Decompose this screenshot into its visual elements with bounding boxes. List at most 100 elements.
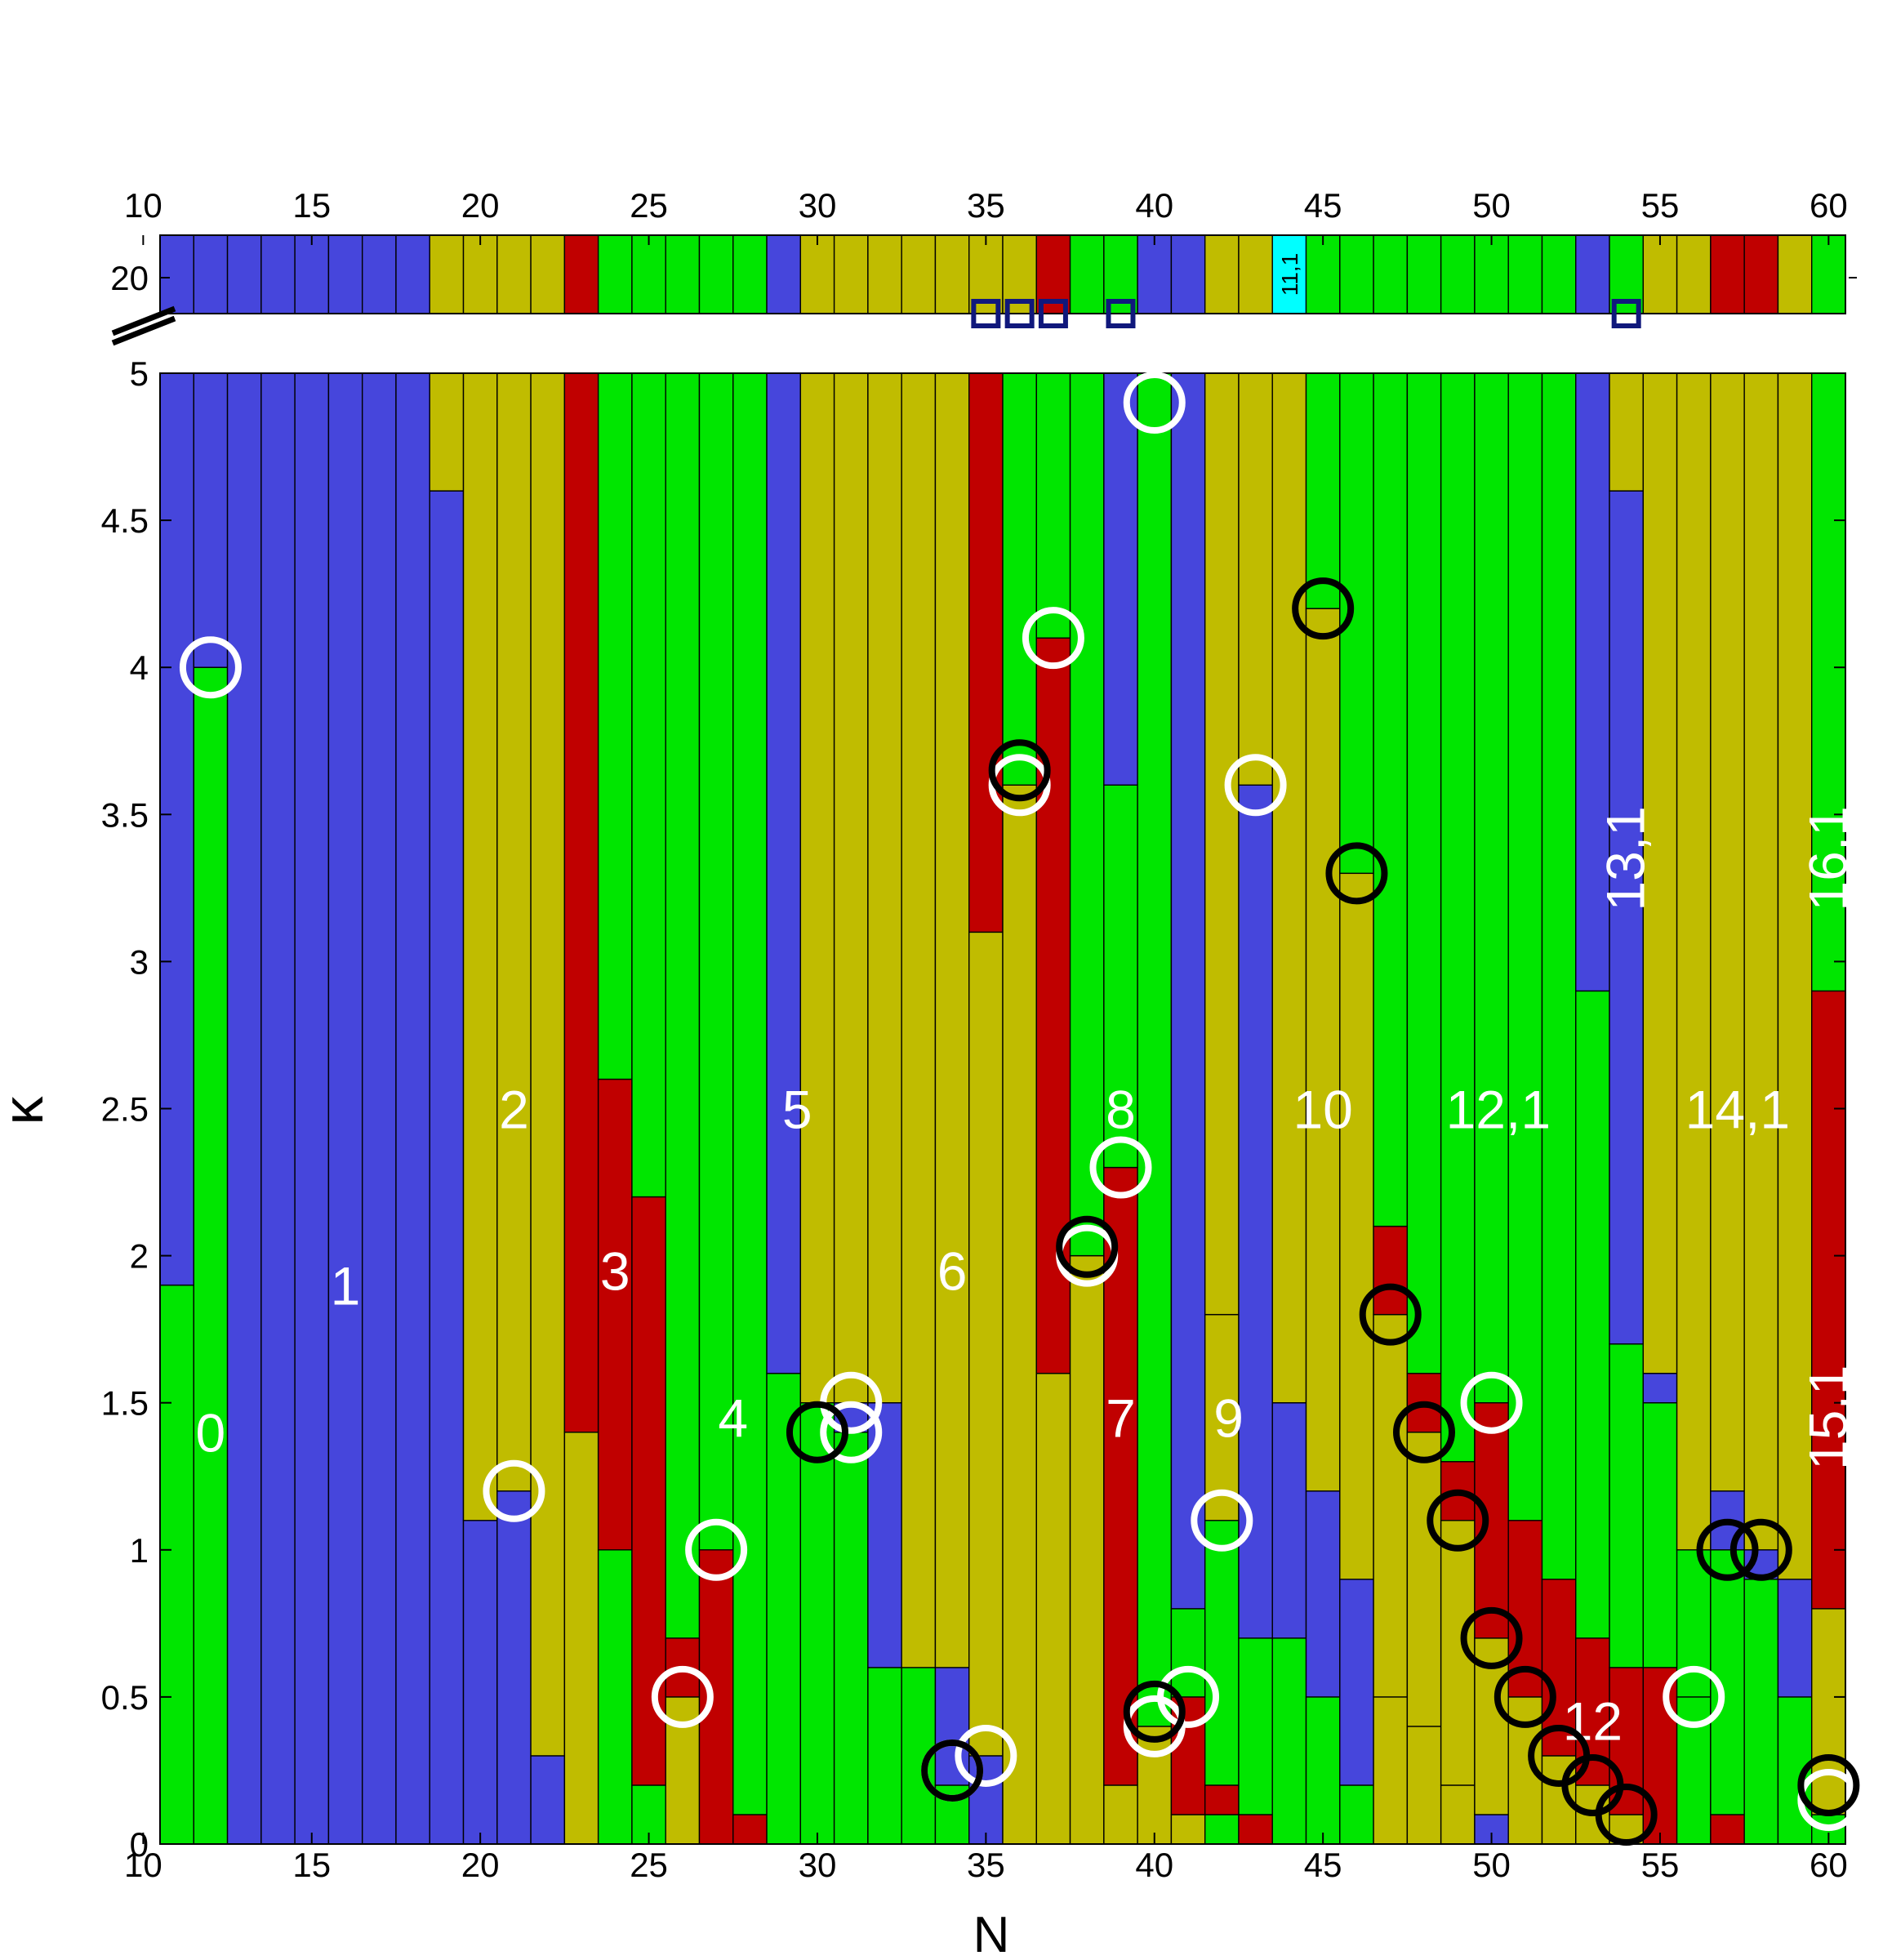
x-tick-label-top: 35: [967, 186, 1005, 225]
region-label: 13,1: [1596, 806, 1656, 911]
y-tick-label: 3: [130, 942, 149, 981]
white-circle-marker: [179, 636, 242, 699]
top-cell-N43: [1238, 234, 1273, 314]
top-cell-N16: [327, 234, 363, 314]
top-cell-N22: [530, 234, 566, 314]
top-cell-N26: [665, 234, 701, 314]
white-circle-marker: [1089, 1136, 1152, 1199]
top-region-label: 11,1: [1277, 253, 1302, 296]
cell-N18-seg0: [395, 372, 430, 1845]
cell-N39-seg3: [1103, 372, 1138, 786]
region-label: 10: [1293, 1080, 1352, 1140]
x-tick-label-top: 50: [1472, 186, 1511, 225]
cell-N49-seg0: [1440, 1784, 1476, 1845]
cell-N12-seg0: [193, 666, 229, 1845]
region-label: 8: [1106, 1080, 1136, 1140]
cell-N44-seg0: [1271, 1637, 1307, 1845]
top-cell-N31: [833, 234, 869, 314]
cell-N45-seg0: [1305, 1696, 1341, 1845]
cell-N32-seg2: [867, 372, 902, 1404]
x-tick-label-top: 15: [292, 186, 331, 225]
cell-N60-seg2: [1811, 990, 1846, 1610]
black-circle-marker: [1292, 577, 1355, 640]
region-label: 15,1: [1797, 1365, 1858, 1469]
top-cell-N34: [934, 234, 970, 314]
region-label: 0: [196, 1403, 226, 1463]
cell-N47-seg0: [1373, 1696, 1409, 1845]
region-label: 3: [600, 1241, 630, 1302]
cell-N12-seg1: [193, 372, 229, 668]
main-heatmap-panel: [159, 372, 1846, 1845]
cell-N27-seg0: [698, 1549, 734, 1845]
cell-N47-seg3: [1373, 372, 1409, 1227]
cell-N54-seg3: [1609, 490, 1645, 1345]
region-label: 7: [1106, 1388, 1136, 1449]
cell-N27-seg1: [698, 372, 734, 1551]
y-tick-label: 2.5: [101, 1090, 149, 1129]
cell-N13-seg0: [226, 372, 262, 1845]
cell-N53-seg2: [1575, 990, 1610, 1639]
cell-N42-seg4: [1204, 372, 1240, 1316]
axis-break-mark: [111, 305, 176, 336]
top-cell-N58: [1743, 234, 1779, 314]
cell-N24-seg1: [597, 1078, 633, 1551]
region-label: 9: [1213, 1388, 1244, 1449]
cell-N44-seg1: [1271, 1401, 1307, 1639]
black-circle-marker: [1460, 1606, 1523, 1669]
cell-N54-seg2: [1609, 1343, 1645, 1668]
top-cell-N23: [563, 234, 599, 314]
white-circle-marker: [955, 1724, 1017, 1787]
cell-N45-seg2: [1305, 608, 1341, 1492]
cell-N22-seg1: [530, 372, 566, 1757]
cell-N37-seg2: [1035, 372, 1071, 639]
cell-N11-seg1: [159, 372, 194, 1286]
cell-N23-seg0: [563, 1432, 599, 1845]
cell-N32-seg0: [867, 1667, 902, 1845]
cell-N31-seg0: [833, 1432, 869, 1845]
cell-N38-seg1: [1069, 372, 1105, 1257]
cell-N14-seg0: [260, 372, 296, 1845]
top-cell-N29: [766, 234, 802, 314]
white-circle-marker: [1157, 1665, 1220, 1728]
y-tick-label: 2: [130, 1237, 149, 1276]
cell-N43-seg1: [1238, 1637, 1273, 1815]
top-cell-N38: [1069, 234, 1105, 314]
top-square-marker: [1038, 299, 1068, 328]
cell-N41-seg0: [1170, 1814, 1206, 1845]
x-tick-label-bottom: 20: [461, 1846, 500, 1884]
top-cell-N33: [901, 234, 937, 314]
black-circle-marker: [1056, 1215, 1119, 1278]
top-cell-N41: [1170, 234, 1206, 314]
top-y-tick-label: 20: [110, 259, 149, 297]
top-cell-N14: [260, 234, 296, 314]
cell-N42-seg1: [1204, 1784, 1240, 1815]
cell-N24-seg2: [597, 372, 633, 1080]
cell-N24-seg0: [597, 1549, 633, 1845]
cell-N55-seg1: [1642, 1401, 1678, 1668]
x-tick-label-bottom: 55: [1641, 1846, 1680, 1884]
cell-N58-seg0: [1743, 1579, 1779, 1845]
cell-N49-seg3: [1440, 372, 1476, 1463]
black-circle-marker: [1797, 1753, 1860, 1816]
top-cell-N40: [1137, 234, 1173, 314]
y-tick-label: 3.5: [101, 795, 149, 834]
cell-N58-seg2: [1743, 372, 1779, 1551]
top-cell-N24: [597, 234, 633, 314]
cell-N43-seg3: [1238, 372, 1273, 786]
cell-N11-seg0: [159, 1284, 194, 1845]
top-cell-N11: [159, 234, 194, 314]
x-tick-label-bottom: 60: [1810, 1846, 1848, 1884]
cell-N29-seg1: [766, 372, 802, 1374]
cell-N28-seg0: [732, 1814, 768, 1845]
white-circle-marker: [1224, 754, 1287, 817]
axis-break-mark: [111, 315, 176, 346]
top-cell-N30: [799, 234, 835, 314]
y-tick-label: 4.5: [101, 501, 149, 540]
top-cell-N49: [1440, 234, 1476, 314]
cell-N40-seg0: [1137, 1726, 1173, 1845]
top-cell-N52: [1541, 234, 1577, 314]
top-cell-N25: [631, 234, 666, 314]
cell-N20-seg1: [462, 372, 498, 1521]
top-square-marker: [1004, 299, 1035, 328]
